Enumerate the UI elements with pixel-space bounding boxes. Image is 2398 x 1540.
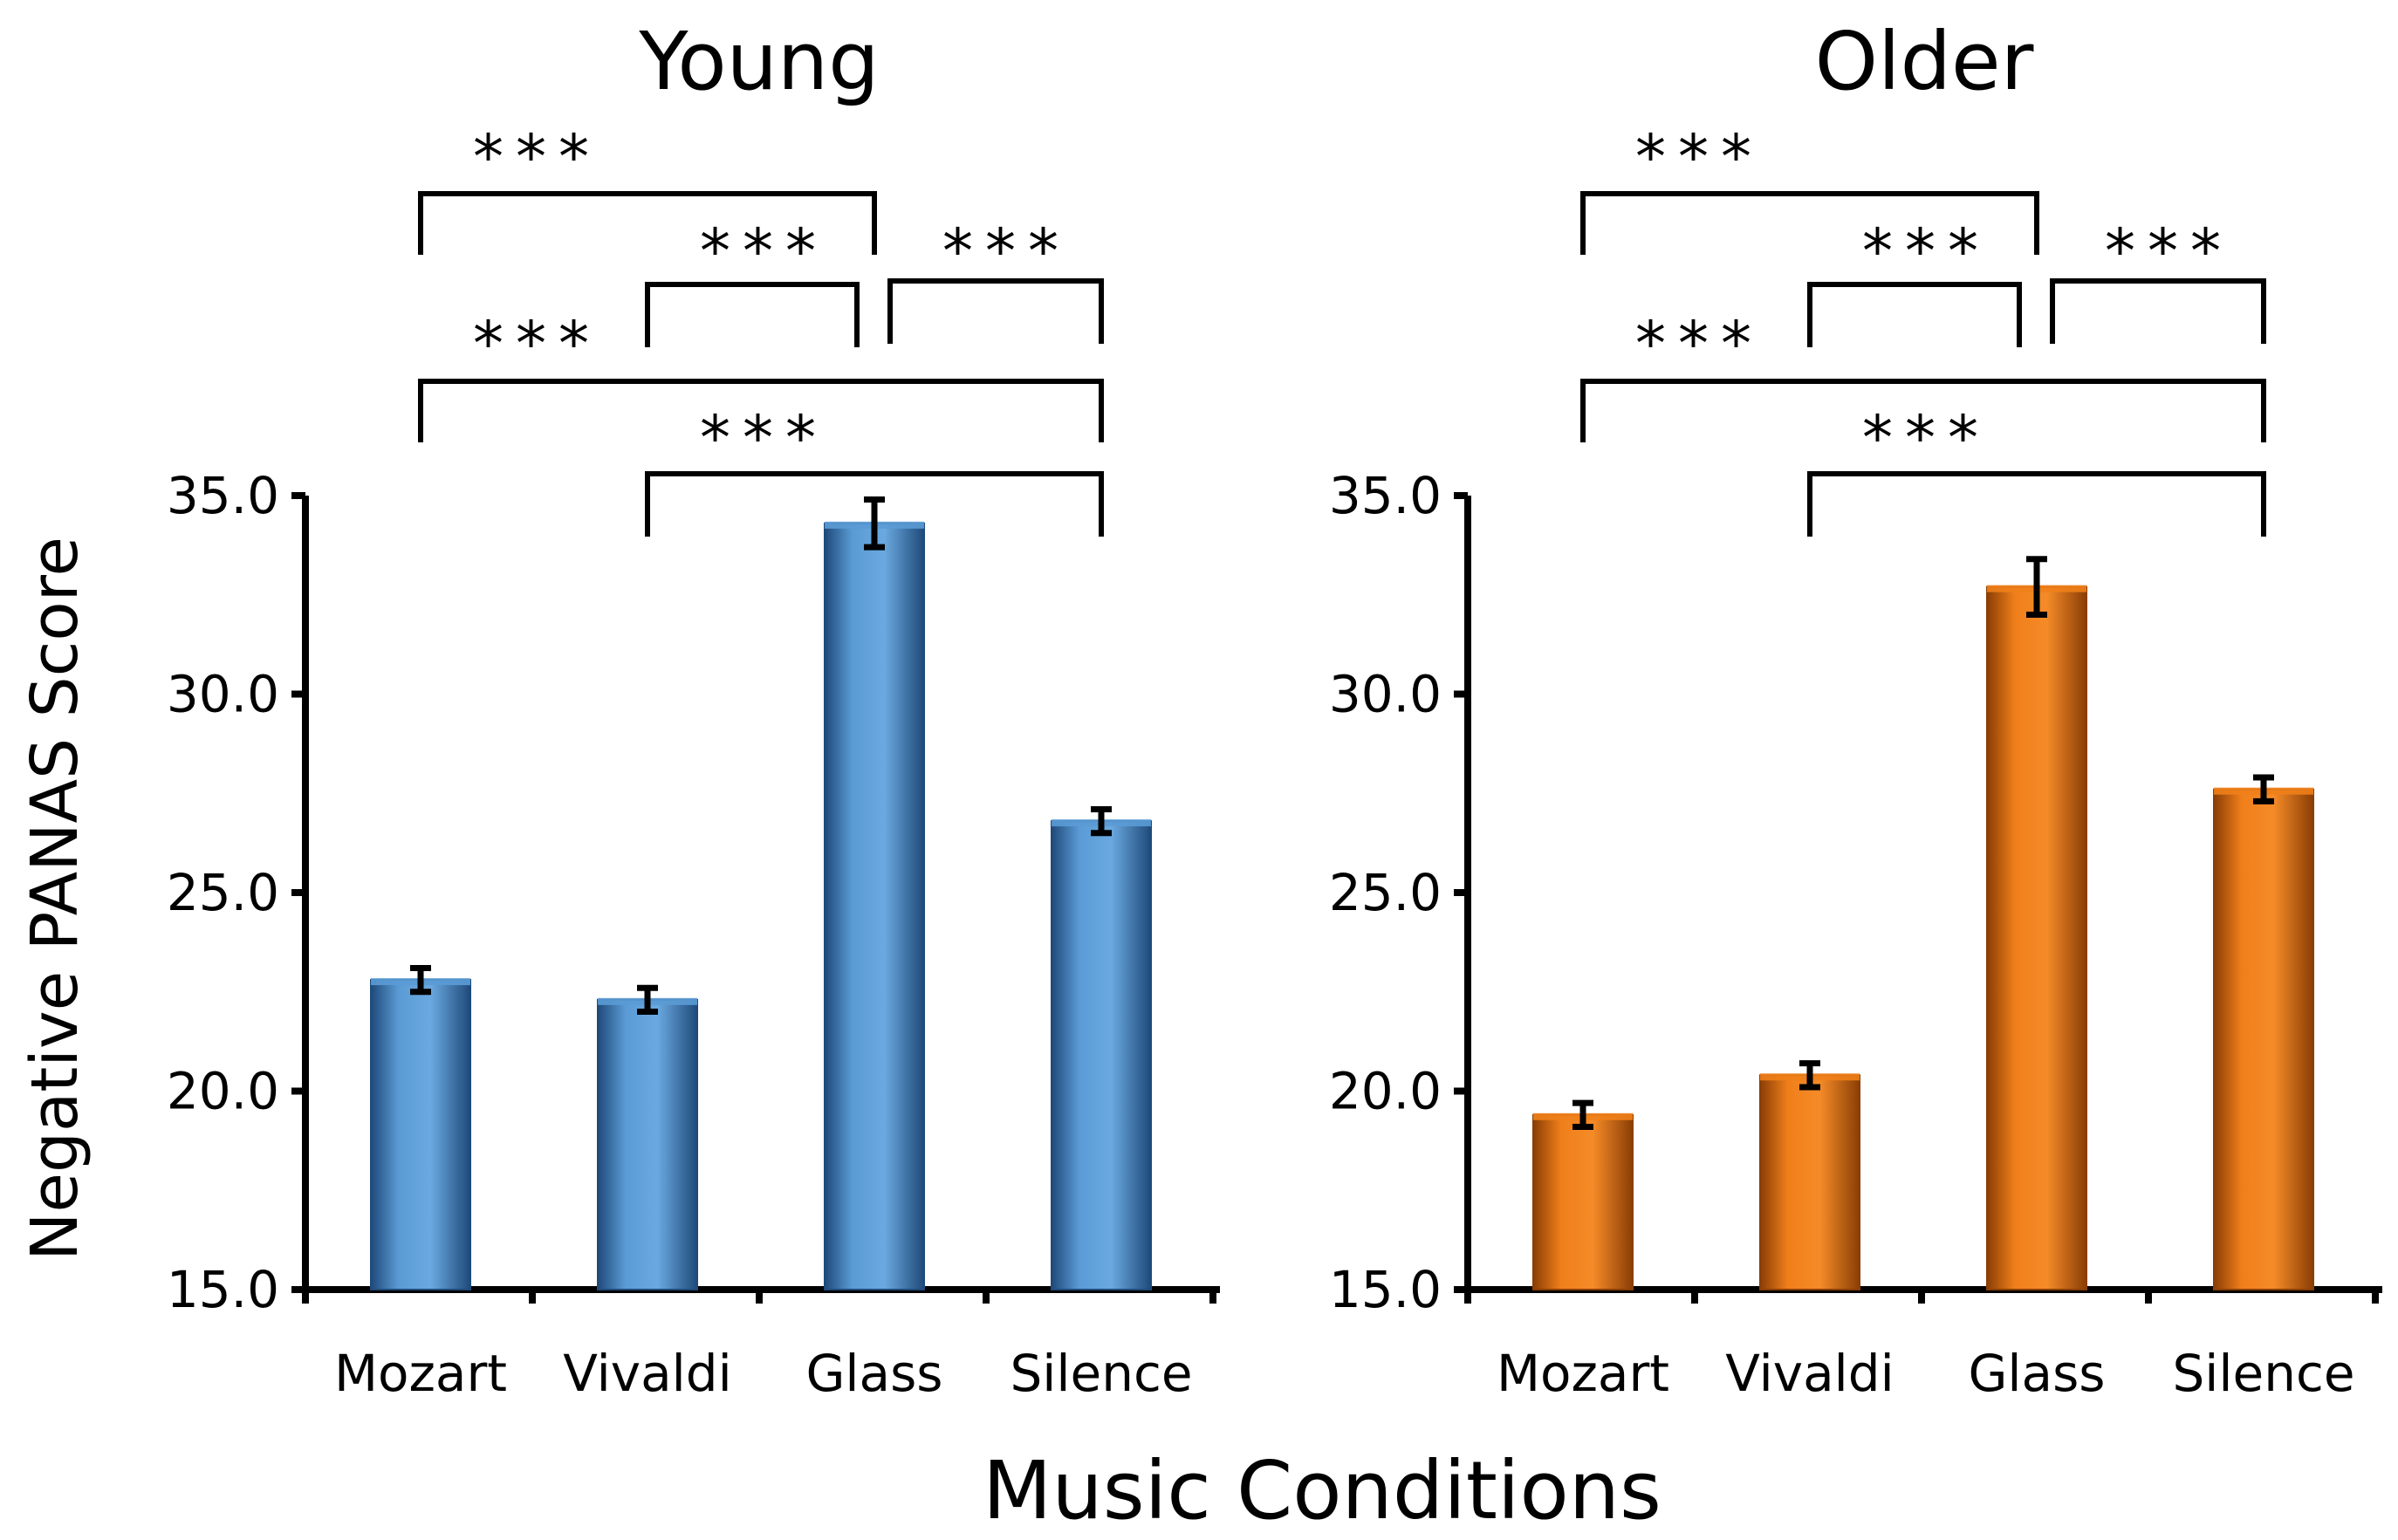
x-tick-label: Mozart — [334, 1344, 507, 1403]
significance-bracket — [1807, 282, 2022, 347]
y-tick-label: 15.0 — [167, 1260, 279, 1319]
y-tick-label: 20.0 — [1329, 1062, 1442, 1121]
significance-label: *** — [2105, 216, 2233, 287]
significance-bracket — [1580, 379, 2266, 442]
significance-label: *** — [942, 216, 1071, 287]
bar-silence — [2213, 788, 2314, 1290]
significance-label: *** — [1635, 308, 1764, 380]
y-tick-label: 35.0 — [167, 466, 279, 525]
significance-label: *** — [473, 121, 601, 193]
panel-young: Young 15.0 20.0 25.0 30.0 35.0 Mozart Vivaldi Gl… — [167, 15, 1220, 1403]
x-tick-label: Vivaldi — [1725, 1344, 1894, 1403]
y-axis-label: Negative PANAS Score — [17, 537, 92, 1261]
bar-glass — [1986, 585, 2087, 1290]
significance-bracket — [645, 471, 1104, 537]
bar-vivaldi — [597, 998, 698, 1290]
panel-title: Young — [638, 15, 879, 108]
y-tick-label: 15.0 — [1329, 1260, 1442, 1319]
significance-bracket — [1807, 471, 2266, 537]
significance-label: *** — [700, 216, 828, 287]
significance-bracket — [418, 379, 1104, 442]
y-tick-label: 25.0 — [167, 863, 279, 922]
panel-title: Older — [1815, 15, 2034, 108]
significance-label: *** — [1635, 121, 1764, 193]
significance-bracket — [887, 278, 1104, 344]
y-tick-label: 30.0 — [167, 665, 279, 724]
bar-vivaldi — [1759, 1074, 1860, 1291]
x-tick-label: Silence — [2172, 1344, 2354, 1403]
bar-glass — [824, 522, 925, 1290]
significance-bracket — [645, 282, 860, 347]
panel-older: Older 15.0 20.0 25.0 30.0 35.0 Mozart Vivaldi Gl… — [1329, 15, 2382, 1403]
significance-label: *** — [700, 402, 828, 474]
bar-silence — [1051, 820, 1152, 1290]
significance-label: *** — [473, 308, 601, 380]
x-tick-label: Mozart — [1497, 1344, 1669, 1403]
y-tick-label: 30.0 — [1329, 665, 1442, 724]
x-tick-label: Glass — [805, 1344, 942, 1403]
bar-mozart — [1532, 1113, 1634, 1291]
x-tick-label: Glass — [1968, 1344, 2105, 1403]
x-tick-label: Vivaldi — [563, 1344, 731, 1403]
x-tick-label: Silence — [1010, 1344, 1192, 1403]
x-axis-label: Music Conditions — [983, 1444, 1661, 1537]
y-tick-label: 25.0 — [1329, 863, 1442, 922]
significance-label: *** — [1862, 216, 1990, 287]
y-tick-label: 20.0 — [167, 1062, 279, 1121]
significance-bracket — [1580, 191, 2039, 255]
y-tick-label: 35.0 — [1329, 466, 1442, 525]
significance-bracket — [2050, 278, 2266, 344]
bar-mozart — [370, 979, 471, 1290]
significance-label: *** — [1862, 402, 1990, 474]
significance-bracket — [418, 191, 877, 255]
